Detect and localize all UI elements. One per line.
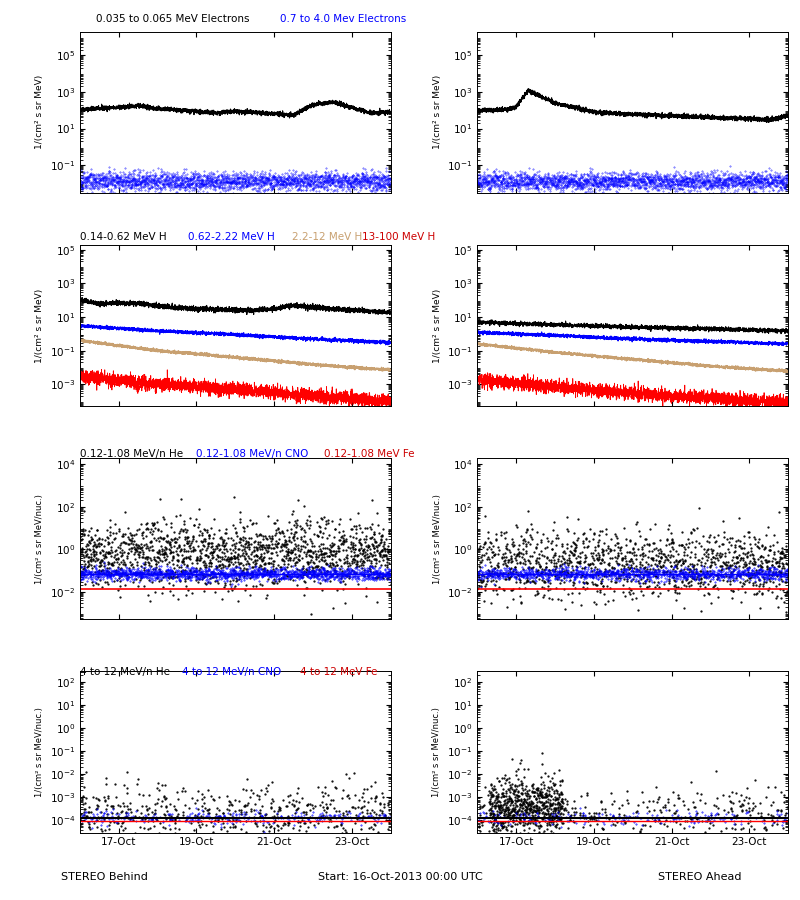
Text: 2.2-12 MeV H: 2.2-12 MeV H: [292, 232, 362, 242]
Text: 4 to 12 MeV/n He: 4 to 12 MeV/n He: [80, 667, 170, 677]
Text: STEREO Ahead: STEREO Ahead: [658, 872, 742, 882]
Text: 0.62-2.22 MeV H: 0.62-2.22 MeV H: [188, 232, 274, 242]
Y-axis label: 1/(cm² s sr MeV/nuc.): 1/(cm² s sr MeV/nuc.): [433, 493, 442, 583]
Y-axis label: 1/(cm² s sr MeV): 1/(cm² s sr MeV): [35, 75, 44, 149]
Y-axis label: 1/(cm² s sr MeV/nuc.): 1/(cm² s sr MeV/nuc.): [433, 706, 442, 796]
Text: 0.12-1.08 MeV/n CNO: 0.12-1.08 MeV/n CNO: [196, 449, 308, 459]
Y-axis label: 1/(cm² s sr MeV/nuc.): 1/(cm² s sr MeV/nuc.): [35, 706, 44, 796]
Text: 4 to 12 MeV/n CNO: 4 to 12 MeV/n CNO: [182, 667, 282, 677]
Text: 0.14-0.62 MeV H: 0.14-0.62 MeV H: [80, 232, 166, 242]
Text: STEREO Behind: STEREO Behind: [61, 872, 147, 882]
Y-axis label: 1/(cm² s sr MeV): 1/(cm² s sr MeV): [35, 288, 44, 363]
Text: 0.7 to 4.0 Mev Electrons: 0.7 to 4.0 Mev Electrons: [280, 14, 406, 24]
Y-axis label: 1/(cm² s sr MeV): 1/(cm² s sr MeV): [433, 75, 442, 149]
Y-axis label: 1/(cm² s sr MeV): 1/(cm² s sr MeV): [433, 288, 442, 363]
Text: 4 to 12 MeV Fe: 4 to 12 MeV Fe: [300, 667, 378, 677]
Text: 13-100 MeV H: 13-100 MeV H: [362, 232, 435, 242]
Text: Start: 16-Oct-2013 00:00 UTC: Start: 16-Oct-2013 00:00 UTC: [318, 872, 482, 882]
Text: 0.12-1.08 MeV/n He: 0.12-1.08 MeV/n He: [80, 449, 183, 459]
Text: 0.035 to 0.065 MeV Electrons: 0.035 to 0.065 MeV Electrons: [96, 14, 250, 24]
Text: 0.12-1.08 MeV Fe: 0.12-1.08 MeV Fe: [324, 449, 414, 459]
Y-axis label: 1/(cm² s sr MeV/nuc.): 1/(cm² s sr MeV/nuc.): [35, 493, 44, 583]
